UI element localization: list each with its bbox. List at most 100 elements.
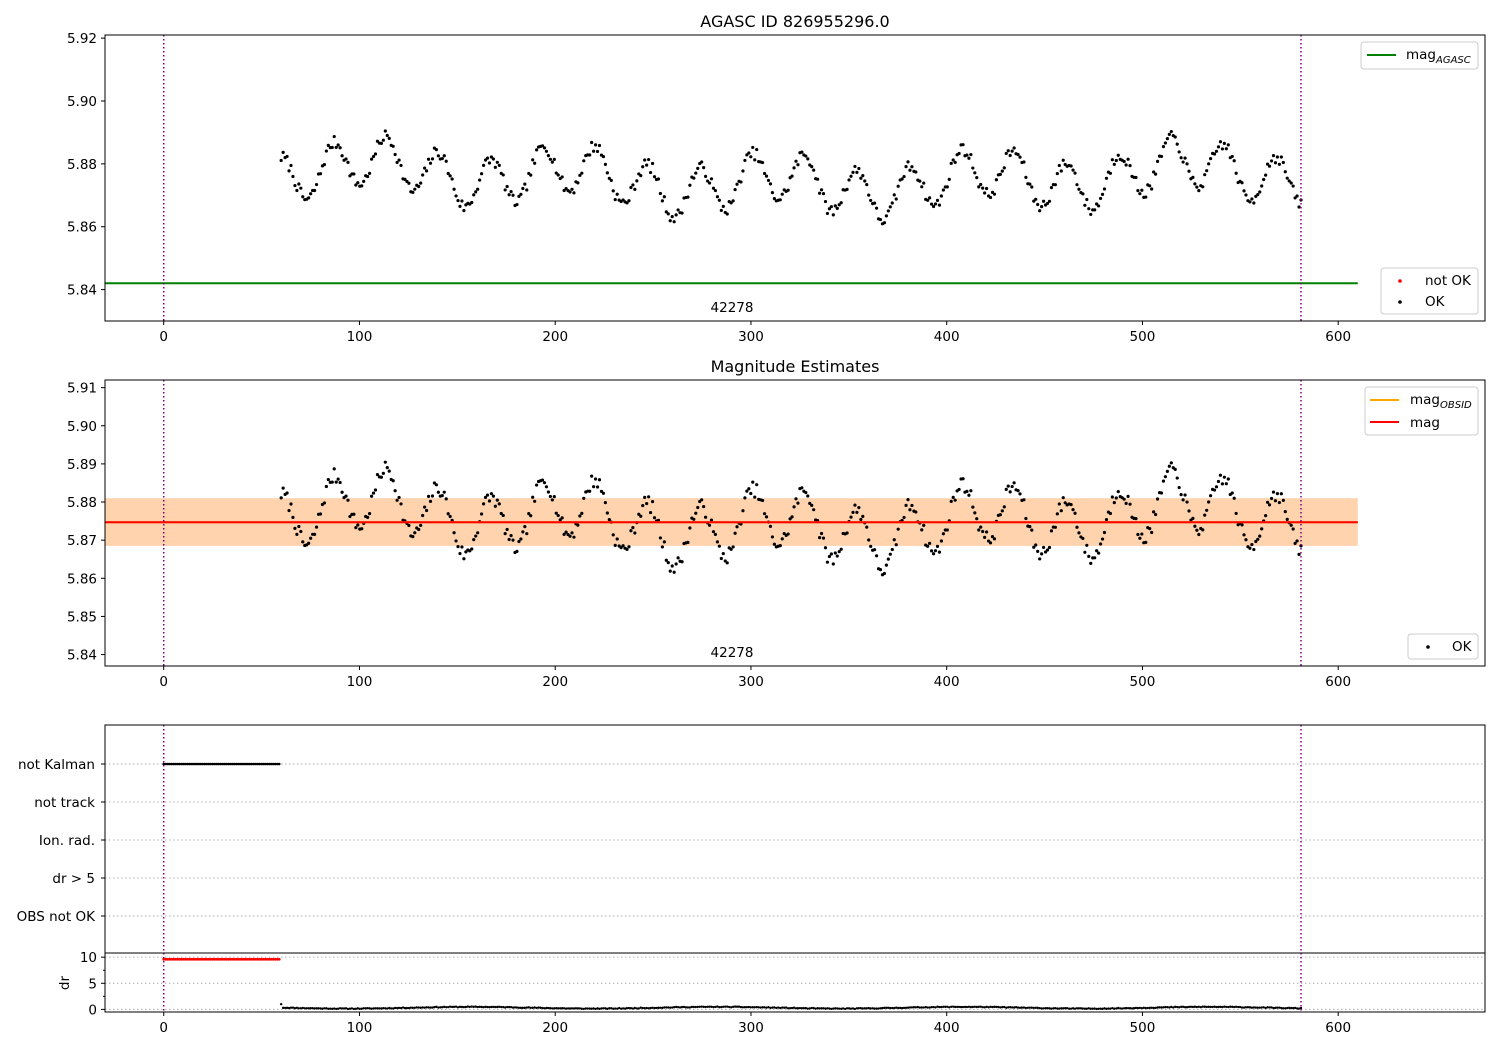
ok-point bbox=[407, 181, 411, 185]
ok-point bbox=[988, 195, 993, 200]
flag-point bbox=[252, 762, 256, 766]
dr-point bbox=[629, 1007, 633, 1010]
ok-point bbox=[929, 549, 934, 553]
flag-point bbox=[244, 762, 248, 766]
flag-point bbox=[172, 762, 175, 766]
dr-point bbox=[804, 1006, 808, 1010]
ok-point bbox=[552, 495, 556, 499]
dr-point bbox=[893, 1006, 896, 1010]
ok-point bbox=[747, 151, 751, 155]
dr-point bbox=[1140, 1006, 1144, 1010]
ok-point bbox=[560, 175, 564, 179]
ok-point bbox=[790, 515, 794, 519]
ok-point bbox=[1165, 469, 1169, 473]
legend-not-ok-swatch bbox=[1398, 279, 1402, 283]
dr-point bbox=[1148, 1006, 1151, 1010]
dr-point bbox=[437, 1006, 440, 1009]
ok-point bbox=[1267, 164, 1272, 168]
dr-point bbox=[692, 1005, 696, 1009]
ok-point bbox=[426, 494, 431, 499]
ok-point bbox=[904, 165, 908, 169]
dr-point bbox=[454, 1005, 458, 1008]
dr-point bbox=[1144, 1006, 1147, 1010]
ok-point bbox=[778, 544, 782, 548]
ok-point bbox=[580, 511, 584, 515]
ok-point bbox=[625, 547, 629, 551]
ok-point bbox=[1173, 467, 1177, 472]
ok-point bbox=[1128, 164, 1132, 168]
ok-point bbox=[711, 186, 716, 190]
ok-point bbox=[546, 154, 551, 158]
ok-point bbox=[743, 158, 747, 163]
dr-point bbox=[466, 1005, 470, 1008]
ok-point bbox=[1212, 152, 1217, 156]
dr-point bbox=[1240, 1006, 1244, 1009]
dr-point bbox=[285, 1006, 289, 1010]
ok-point bbox=[533, 499, 537, 503]
ok-point bbox=[743, 496, 747, 500]
ok-point bbox=[945, 185, 949, 189]
dr-point bbox=[535, 1006, 538, 1010]
dr-point bbox=[388, 1006, 391, 1010]
ok-point bbox=[906, 497, 910, 502]
flag-point bbox=[164, 762, 167, 766]
dr-point bbox=[564, 1007, 568, 1010]
ok-point bbox=[764, 515, 769, 519]
dr-point bbox=[604, 1007, 607, 1010]
ok-point bbox=[800, 150, 804, 154]
dr-point bbox=[951, 1005, 955, 1008]
ok-point bbox=[540, 144, 545, 148]
flag-category-label: not track bbox=[34, 795, 95, 811]
ok-point bbox=[1230, 491, 1234, 495]
ok-point bbox=[1285, 176, 1289, 180]
dr-point bbox=[596, 1007, 599, 1010]
dr-point bbox=[380, 1007, 383, 1010]
dr-point bbox=[891, 1006, 894, 1010]
flag-point bbox=[181, 762, 185, 766]
dr-point bbox=[1069, 1007, 1073, 1010]
dr-clipped-point bbox=[205, 957, 209, 961]
ok-point bbox=[1281, 160, 1285, 165]
ok-point bbox=[643, 158, 647, 162]
ok-point bbox=[474, 190, 478, 194]
dr-clipped-point bbox=[240, 957, 244, 961]
flag-point bbox=[232, 762, 236, 766]
dr-clipped-point bbox=[191, 957, 195, 961]
flag-point bbox=[201, 762, 205, 766]
ok-point bbox=[1191, 516, 1195, 520]
dr-point bbox=[515, 1006, 519, 1009]
dr-clipped-point bbox=[199, 957, 203, 961]
ok-point bbox=[810, 165, 814, 169]
flag-point bbox=[187, 762, 191, 766]
dr-point bbox=[908, 1006, 912, 1009]
ok-point bbox=[1114, 158, 1118, 163]
dr-point bbox=[1142, 1006, 1146, 1010]
ok-point bbox=[371, 491, 376, 495]
ok-point bbox=[1258, 534, 1262, 538]
dr-point bbox=[1219, 1005, 1222, 1009]
dr-point bbox=[881, 1006, 884, 1010]
ok-point bbox=[1077, 531, 1081, 535]
dr-point bbox=[287, 1006, 291, 1010]
dr-point bbox=[342, 1007, 346, 1010]
ok-point bbox=[713, 188, 718, 193]
ok-point bbox=[326, 143, 330, 147]
dr-point bbox=[558, 1007, 562, 1010]
dr-point bbox=[610, 1007, 613, 1010]
ok-point bbox=[603, 162, 608, 166]
ok-point bbox=[1140, 188, 1144, 192]
dr-point bbox=[557, 1007, 560, 1010]
dr-point bbox=[1060, 1007, 1063, 1010]
dr-point bbox=[592, 1007, 595, 1010]
ok-point bbox=[493, 165, 497, 169]
dr-point bbox=[1248, 1006, 1252, 1009]
dr-point bbox=[959, 1005, 963, 1009]
legend-mag-obsid-main: mag bbox=[1410, 392, 1440, 408]
ok-point bbox=[794, 159, 798, 163]
ok-point bbox=[755, 147, 759, 152]
dr-point bbox=[653, 1006, 656, 1010]
ok-point bbox=[354, 183, 358, 187]
dr-point bbox=[1181, 1005, 1185, 1009]
dr-point bbox=[928, 1006, 931, 1009]
